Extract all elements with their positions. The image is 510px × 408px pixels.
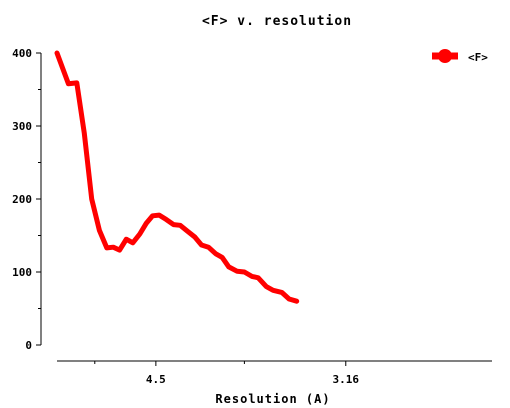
plot-area xyxy=(54,50,300,304)
x-axis-label: Resolution (A) xyxy=(215,392,330,406)
y-axis: 0 100 200 300 400 xyxy=(12,47,42,352)
x-tick-label: 4.5 xyxy=(146,373,166,386)
y-tick-label: 300 xyxy=(12,120,32,133)
series-line-f xyxy=(54,50,300,304)
y-tick-label: 0 xyxy=(25,339,32,352)
y-tick-label: 400 xyxy=(12,47,32,60)
y-tick-label: 200 xyxy=(12,193,32,206)
legend-label: <F> xyxy=(468,51,488,64)
chart-title: <F> v. resolution xyxy=(202,14,352,29)
x-tick-label: 3.16 xyxy=(333,373,360,386)
legend-marker xyxy=(438,49,452,63)
x-axis: 4.5 3.16 xyxy=(57,360,492,386)
legend: <F> xyxy=(432,49,488,64)
y-tick-label: 100 xyxy=(12,266,32,279)
